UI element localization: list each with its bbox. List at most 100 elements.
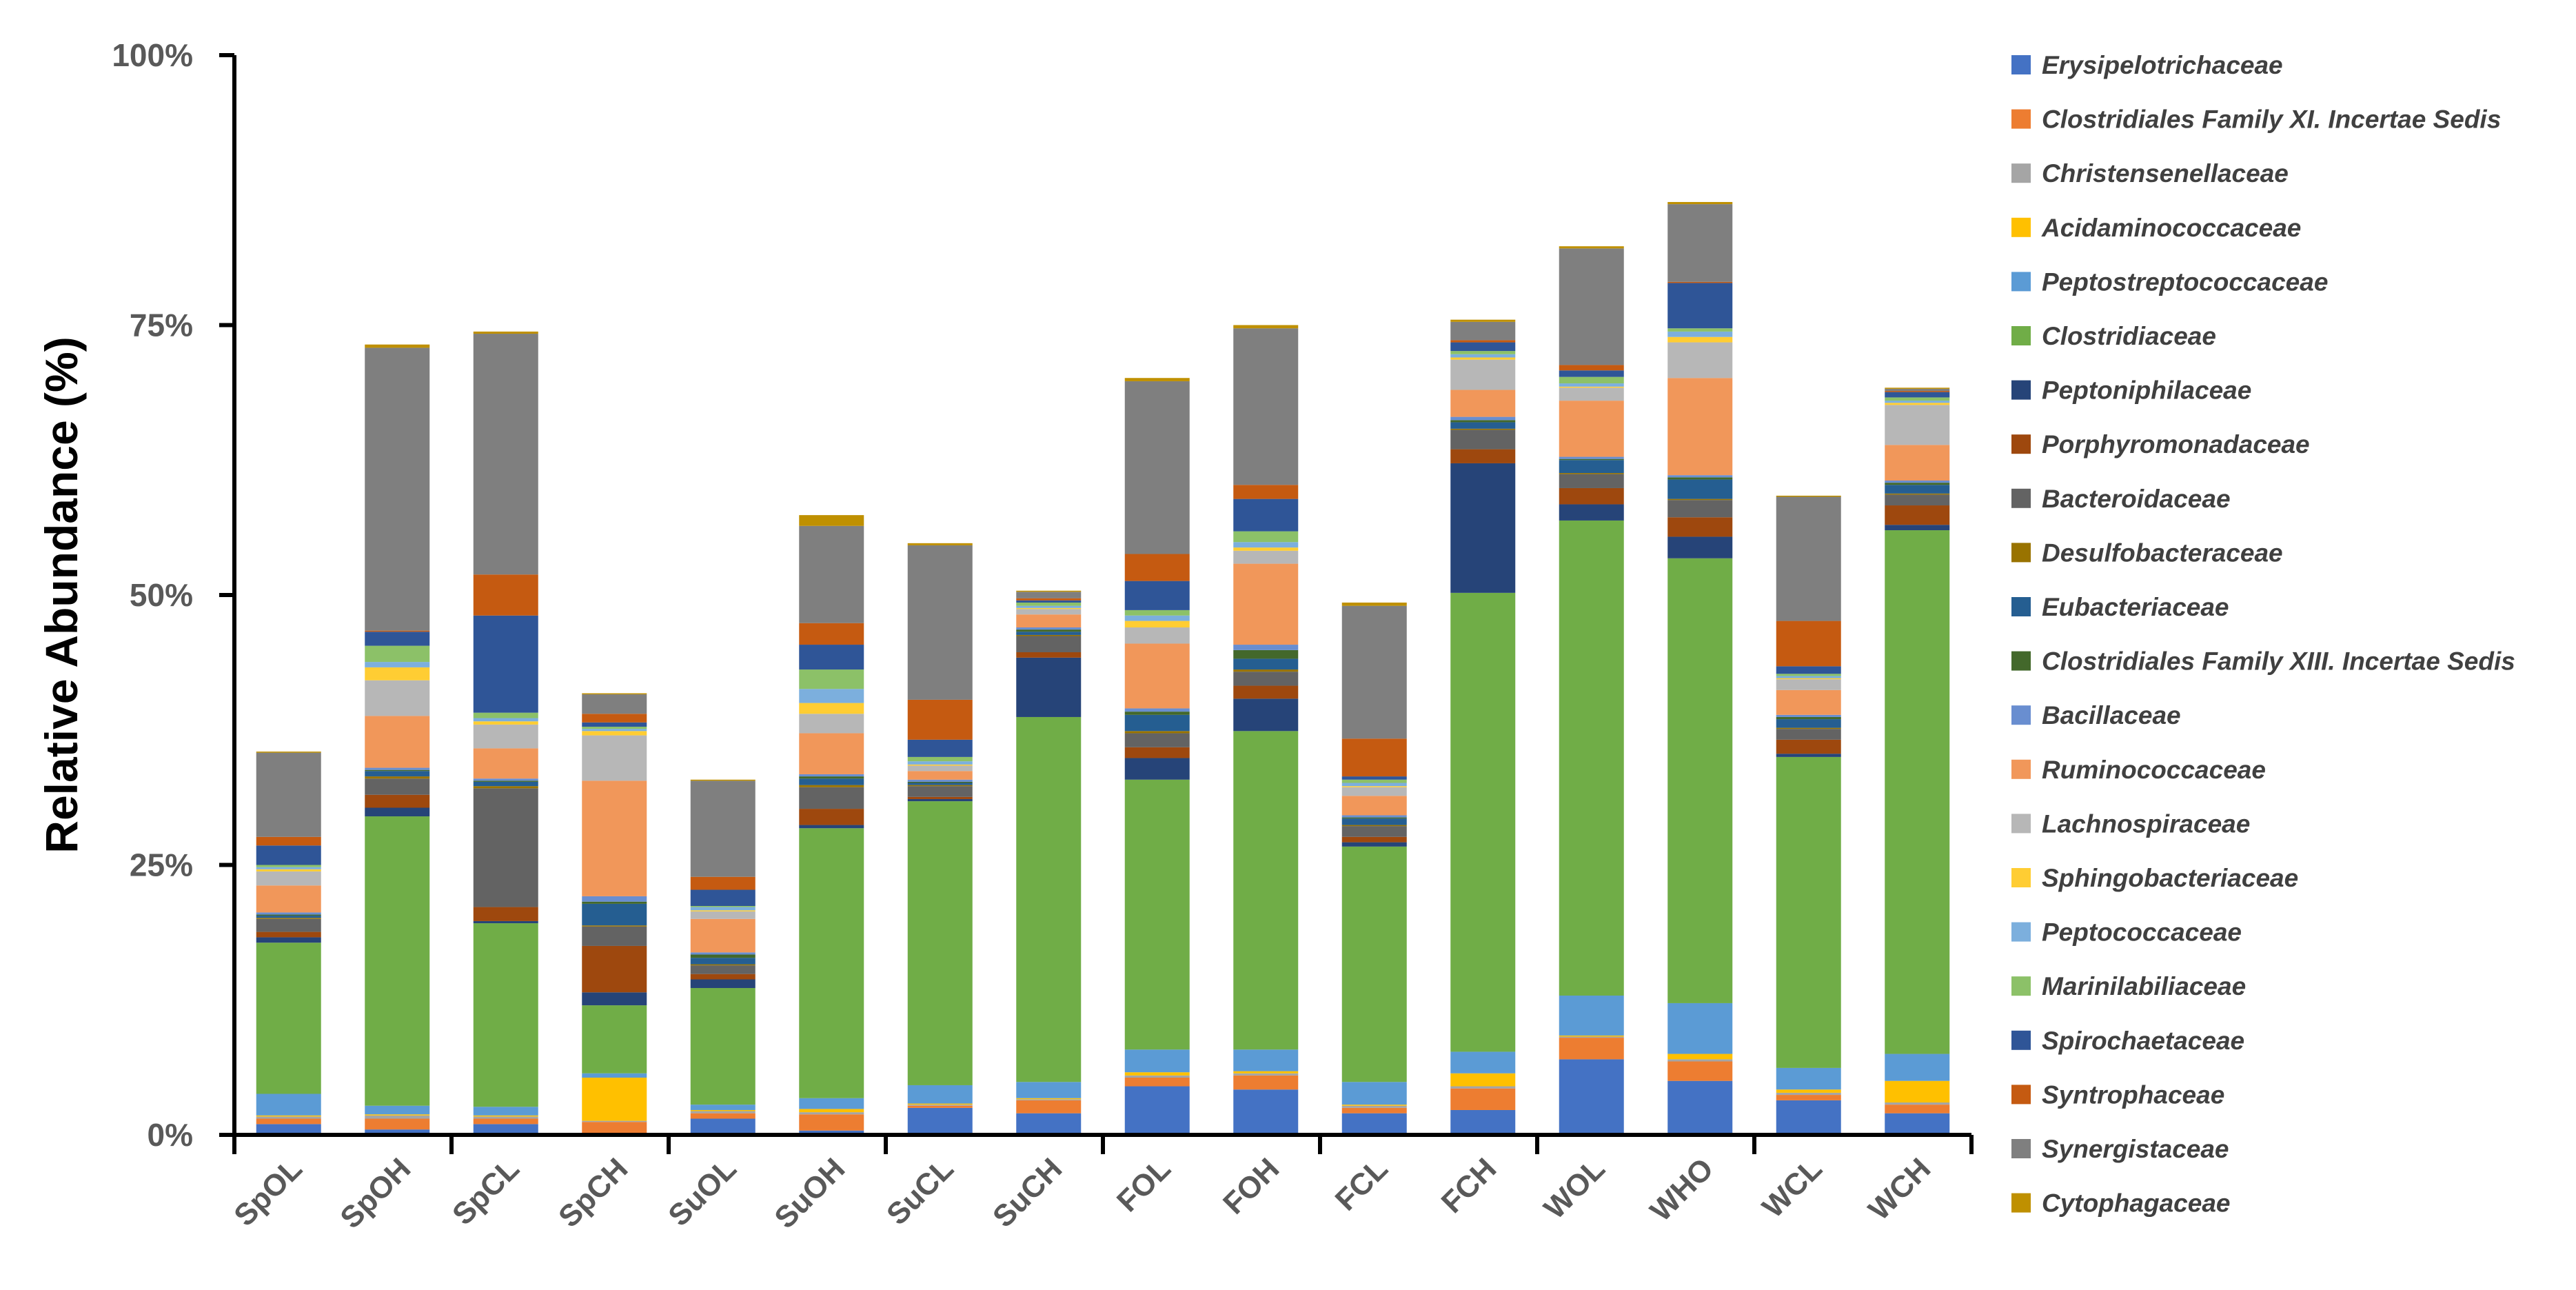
- bar-suol-porphyromonadaceae: [690, 974, 755, 980]
- bar-wcl-spirochaetaceae: [1776, 666, 1841, 674]
- bar-suoh-clostridiaceae: [799, 828, 864, 1098]
- bar-fol-peptostreptococcaceae: [1124, 1049, 1190, 1073]
- legend-swatch-syntrophaceae: [2011, 1085, 2031, 1105]
- bar-foh-spirochaetaceae: [1233, 498, 1299, 532]
- bar-fol-synergistaceae: [1124, 381, 1190, 554]
- bar-suoh-peptostreptococcaceae: [799, 1098, 864, 1109]
- bar-spol-porphyromonadaceae: [256, 931, 321, 938]
- bar-fol-bacteroidaceae: [1124, 733, 1190, 747]
- bar-wcl-ruminococcaceae: [1776, 689, 1841, 715]
- bar-who-peptococcaceae: [1667, 331, 1733, 337]
- bar-fcl-peptostreptococcaceae: [1341, 1082, 1407, 1105]
- bar-suoh-ruminococcaceae: [799, 733, 864, 774]
- bar-wcl-peptostreptococcaceae: [1776, 1067, 1841, 1090]
- bar-fch-syntrophaceae: [1450, 340, 1516, 343]
- bar-who-syntrophaceae: [1667, 281, 1733, 283]
- bar-who-christensenellaceae: [1667, 1059, 1733, 1062]
- bar-spcl-bacillaceae: [473, 778, 538, 781]
- bar-who-peptoniphilaceae: [1667, 536, 1733, 558]
- bar-wcl-cytophagaceae: [1776, 495, 1841, 497]
- bar-suol-peptostreptococcaceae: [690, 1105, 755, 1110]
- bar-spcl-eubacteriaceae: [473, 781, 538, 787]
- bar-sucl-clostridiales-family-xi-incertae-sedis: [907, 1105, 973, 1108]
- bar-such-clostridiales-family-xiii-incertae-sedis: [1016, 629, 1082, 632]
- bar-spch-peptostreptococcaceae: [582, 1073, 647, 1078]
- bar-such-clostridiales-family-xi-incertae-sedis: [1016, 1100, 1082, 1113]
- bar-spol-ruminococcaceae: [256, 885, 321, 913]
- bar-spch-bacillaceae: [582, 896, 647, 902]
- legend-label-synergistaceae: Synergistaceae: [2042, 1135, 2229, 1163]
- bar-spol-acidaminococcaceae: [256, 1115, 321, 1117]
- bar-fch-bacteroidaceae: [1450, 430, 1516, 450]
- bar-spoh-clostridiaceae: [365, 816, 430, 1106]
- bar-spol-lachnospiraceae: [256, 871, 321, 886]
- bar-fch-sphingobacteriaceae: [1450, 357, 1516, 360]
- x-category-label: FCL: [1329, 1151, 1395, 1217]
- bar-foh-bacillaceae: [1233, 645, 1299, 650]
- bar-fol-acidaminococcaceae: [1124, 1072, 1190, 1076]
- bar-fcl-marinilabiliaceae: [1341, 779, 1407, 783]
- bar-spch-cytophagaceae: [582, 693, 647, 695]
- bar-wch-eubacteriaceae: [1885, 485, 1950, 494]
- legend-swatch-acidaminococcaceae: [2011, 217, 2031, 237]
- bar-wcl-eubacteriaceae: [1776, 719, 1841, 728]
- bar-sucl-bacteroidaceae: [907, 786, 973, 797]
- bar-fol-desulfobacteraceae: [1124, 731, 1190, 734]
- bar-wcl-syntrophaceae: [1776, 621, 1841, 667]
- bar-wol-bacillaceae: [1559, 456, 1624, 459]
- bar-such-cytophagaceae: [1016, 590, 1082, 592]
- bar-fol-lachnospiraceae: [1124, 627, 1190, 644]
- bar-such-acidaminococcaceae: [1016, 1098, 1082, 1100]
- bar-wol-ruminococcaceae: [1559, 401, 1624, 457]
- bar-who-spirochaetaceae: [1667, 283, 1733, 329]
- bar-spcl-syntrophaceae: [473, 574, 538, 616]
- bar-suol-ruminococcaceae: [690, 918, 755, 953]
- x-category-label: FCH: [1435, 1151, 1503, 1220]
- bar-spol-eubacteriaceae: [256, 916, 321, 918]
- bar-wch-erysipelotrichaceae: [1885, 1113, 1950, 1135]
- bar-fcl-clostridiaceae: [1341, 846, 1407, 1082]
- bar-wol-peptoniphilaceae: [1559, 504, 1624, 521]
- bar-spoh-syntrophaceae: [365, 630, 430, 632]
- bar-spol-bacillaceae: [256, 912, 321, 915]
- bar-spoh-peptostreptococcaceae: [365, 1105, 430, 1115]
- x-category-label: SpOH: [334, 1151, 417, 1235]
- bar-fch-christensenellaceae: [1450, 1086, 1516, 1089]
- bar-fch-acidaminococcaceae: [1450, 1073, 1516, 1087]
- bar-such-bacillaceae: [1016, 627, 1082, 630]
- bar-spol-peptococcaceae: [256, 867, 321, 869]
- bar-spol-synergistaceae: [256, 752, 321, 837]
- bar-such-peptoniphilaceae: [1016, 657, 1082, 717]
- bar-fcl-cytophagaceae: [1341, 602, 1407, 606]
- bar-foh-christensenellaceae: [1233, 1073, 1299, 1076]
- x-category-label: FOL: [1110, 1151, 1177, 1218]
- bar-foh-clostridiaceae: [1233, 731, 1299, 1050]
- bar-suol-syntrophaceae: [690, 876, 755, 890]
- x-category-label: WHO: [1644, 1151, 1721, 1228]
- bar-suol-clostridiaceae: [690, 988, 755, 1105]
- x-category-label: SpCH: [552, 1151, 634, 1233]
- bar-spoh-desulfobacteraceae: [365, 776, 430, 779]
- bar-fch-clostridiales-family-xi-incertae-sedis: [1450, 1088, 1516, 1110]
- bar-who-acidaminococcaceae: [1667, 1054, 1733, 1060]
- bar-spol-sphingobacteriaceae: [256, 869, 321, 871]
- bar-such-porphyromonadaceae: [1016, 652, 1082, 658]
- bar-suoh-bacillaceae: [799, 774, 864, 777]
- bar-spcl-desulfobacteraceae: [473, 786, 538, 789]
- bar-wcl-christensenellaceae: [1776, 1092, 1841, 1096]
- bar-suoh-marinilabiliaceae: [799, 669, 864, 689]
- y-axis-title: Relative Abundance (%): [36, 336, 87, 853]
- bar-who-eubacteriaceae: [1667, 479, 1733, 499]
- bar-sucl-clostridiales-family-xiii-incertae-sedis: [907, 781, 973, 783]
- bar-wol-syntrophaceae: [1559, 365, 1624, 371]
- bar-foh-lachnospiraceae: [1233, 550, 1299, 564]
- bar-spoh-marinilabiliaceae: [365, 645, 430, 663]
- bar-spoh-clostridiales-family-xi-incertae-sedis: [365, 1118, 430, 1130]
- bar-sucl-eubacteriaceae: [907, 783, 973, 785]
- bar-wch-bacillaceae: [1885, 481, 1950, 483]
- legend-swatch-peptoniphilaceae: [2011, 380, 2031, 400]
- bar-suol-marinilabiliaceae: [690, 906, 755, 907]
- bar-suoh-spirochaetaceae: [799, 645, 864, 670]
- bar-spol-clostridiales-family-xiii-incertae-sedis: [256, 914, 321, 916]
